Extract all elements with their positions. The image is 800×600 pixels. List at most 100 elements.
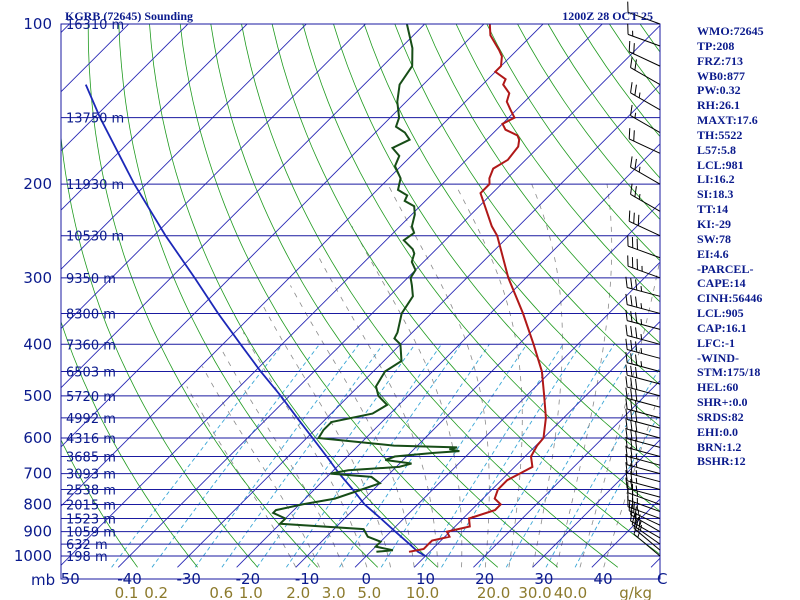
temperature-tick-label: -10 bbox=[295, 570, 320, 588]
wind-barb-flag bbox=[635, 411, 638, 422]
isotherm-line bbox=[177, 84, 660, 568]
wind-barb-half-flag bbox=[639, 525, 643, 531]
wind-barb bbox=[625, 376, 661, 397]
mixing-ratio-line bbox=[339, 344, 490, 568]
temperature-tick-label: 50 bbox=[61, 570, 80, 588]
mixing-ratio-label: 3.0 bbox=[322, 584, 346, 600]
wind-barb-flag bbox=[630, 183, 633, 195]
wind-barb-flag bbox=[630, 419, 633, 431]
wind-barb-shaft bbox=[627, 362, 661, 372]
wind-barb-flag bbox=[635, 367, 638, 378]
mixing-ratio-line bbox=[421, 344, 564, 568]
wind-barb bbox=[625, 364, 661, 385]
wind-barb bbox=[630, 183, 661, 212]
wind-barb-half-flag bbox=[640, 347, 643, 354]
isotherm-line bbox=[473, 380, 660, 568]
wind-barb-shaft bbox=[627, 33, 661, 47]
wind-barb-half-flag bbox=[635, 461, 638, 468]
mixing-ratio-line bbox=[505, 344, 639, 568]
height-label: 4992 m bbox=[66, 412, 116, 427]
pressure-tick-label: 200 bbox=[23, 175, 52, 193]
wind-barb-shaft bbox=[630, 520, 661, 539]
mixing-ratio-label: 2.0 bbox=[286, 584, 310, 600]
mixing-ratio-label: 20.0 bbox=[477, 584, 510, 600]
pressure-tick-label: 900 bbox=[23, 523, 52, 541]
wind-barb-half-flag bbox=[640, 333, 643, 340]
wind-barb-flag bbox=[630, 156, 633, 168]
wind-barb-flag bbox=[633, 502, 635, 513]
wind-barb-flag bbox=[634, 506, 637, 518]
dry-adiabat-line bbox=[241, 24, 619, 568]
wind-barb-flag bbox=[633, 130, 635, 142]
wind-barb-flag bbox=[635, 341, 638, 353]
dry-adiabat-line bbox=[61, 320, 198, 568]
height-label: 9350 m bbox=[66, 272, 116, 287]
wind-barb-flag bbox=[635, 312, 638, 324]
wind-barb-shaft bbox=[627, 487, 661, 498]
wind-barb-shaft bbox=[627, 320, 661, 330]
wind-barb-half-flag bbox=[640, 303, 643, 309]
wind-barb-flag bbox=[630, 340, 633, 351]
wind-barb-flag bbox=[625, 376, 628, 388]
wind-barb-half-flag bbox=[638, 193, 641, 200]
index-item: CAP:16.1 bbox=[697, 320, 747, 335]
index-item: MAXT:17.6 bbox=[697, 113, 758, 128]
wind-barb-flag bbox=[634, 59, 637, 71]
wind-barb-flag bbox=[635, 327, 638, 339]
wind-barb-shaft bbox=[628, 138, 661, 154]
wind-barb-shaft bbox=[627, 480, 661, 491]
wind-barb-flag bbox=[625, 387, 628, 399]
wind-barb-shaft bbox=[627, 11, 661, 25]
wind-barb bbox=[627, 235, 661, 259]
wind-barb-half-flag bbox=[638, 92, 641, 98]
index-item: EI:4.6 bbox=[697, 246, 729, 261]
wind-barb-half-flag bbox=[634, 112, 637, 119]
temperature-tick-label: 40 bbox=[594, 570, 613, 588]
pressure-tick-label: 800 bbox=[23, 495, 52, 513]
moist-adiabat-line bbox=[201, 366, 320, 568]
wind-barb-shaft bbox=[627, 335, 661, 345]
mixing-ratio-line bbox=[478, 344, 615, 568]
wind-barb-flag bbox=[630, 409, 633, 421]
wind-barb-shaft bbox=[627, 287, 661, 297]
wind-barb-shaft bbox=[627, 245, 661, 259]
wind-barb bbox=[625, 338, 661, 359]
wind-barb-shaft bbox=[628, 220, 661, 237]
isotherm-line bbox=[295, 202, 660, 568]
height-label: 3685 m bbox=[66, 450, 116, 465]
temperature-tick-label: 30 bbox=[534, 570, 553, 588]
wind-barb-half-flag bbox=[640, 319, 643, 325]
dry-adiabat-line bbox=[118, 24, 378, 568]
height-label: 6503 m bbox=[66, 366, 116, 381]
height-label: 1523 m bbox=[66, 512, 116, 527]
moist-adiabat-line bbox=[531, 183, 563, 568]
wind-barb-shaft bbox=[627, 265, 661, 279]
wind-barb-shaft bbox=[628, 51, 661, 67]
wind-barb bbox=[630, 82, 661, 111]
isotherm-line bbox=[61, 24, 426, 389]
mixing-ratio-line bbox=[574, 412, 660, 568]
wind-barb bbox=[625, 276, 661, 297]
height-label: 13750 m bbox=[66, 112, 124, 127]
index-item: EHI:0.0 bbox=[697, 424, 739, 439]
wind-barb bbox=[627, 255, 661, 279]
wind-barb-shaft bbox=[627, 418, 661, 429]
height-label: 632 m bbox=[66, 538, 108, 553]
wind-barb-flag bbox=[630, 82, 633, 93]
index-item: BSHR:12 bbox=[697, 454, 746, 469]
wind-barb bbox=[625, 408, 661, 429]
isotherm-line bbox=[61, 24, 307, 270]
wind-barb-shaft bbox=[627, 464, 661, 475]
wind-barb bbox=[630, 104, 661, 134]
plot-border bbox=[60, 23, 661, 580]
wind-barb-flag bbox=[630, 326, 633, 337]
mixing-ratio-unit: g/kg bbox=[619, 584, 652, 600]
height-label: 16310 m bbox=[66, 18, 124, 33]
wind-barb-shaft bbox=[628, 510, 661, 526]
index-item: SHR+:0.0 bbox=[697, 395, 748, 410]
wind-barb-flag bbox=[630, 311, 633, 322]
wind-barb-shaft bbox=[627, 408, 661, 419]
index-item: PW:0.32 bbox=[697, 83, 741, 98]
